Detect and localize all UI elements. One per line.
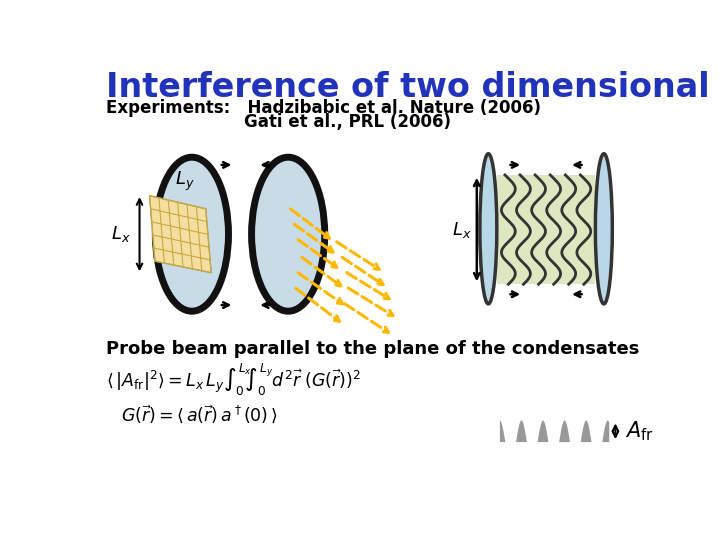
Text: $\langle\,|A_{\rm fr}|^2\rangle = L_x\,L_y\int_0^{L_x}\!\!\int_0^{L_y} d^2\vec{r: $\langle\,|A_{\rm fr}|^2\rangle = L_x\,L… (106, 362, 360, 398)
Bar (497, 175, 595, 284)
Ellipse shape (595, 154, 612, 304)
Ellipse shape (251, 157, 325, 311)
Ellipse shape (156, 157, 228, 311)
Text: Experiments:   Hadzibabic et al. Nature (2006): Experiments: Hadzibabic et al. Nature (2… (106, 99, 541, 117)
Text: $G(\vec{r}) = \langle\, a(\vec{r})\,a^\dagger(0)\,\rangle$: $G(\vec{r}) = \langle\, a(\vec{r})\,a^\d… (121, 403, 278, 426)
Text: $A_{\rm fr}$: $A_{\rm fr}$ (625, 420, 653, 443)
Text: Interference of two dimensional condensates: Interference of two dimensional condensa… (106, 71, 720, 104)
Polygon shape (150, 195, 211, 273)
Text: Gati et al., PRL (2006): Gati et al., PRL (2006) (106, 112, 451, 131)
Text: $L_y$: $L_y$ (175, 170, 194, 193)
Text: $L_x$: $L_x$ (111, 224, 130, 244)
Text: Probe beam parallel to the plane of the condensates: Probe beam parallel to the plane of the … (106, 340, 639, 359)
Ellipse shape (480, 154, 497, 304)
Polygon shape (500, 421, 609, 442)
Text: $L_x$: $L_x$ (452, 220, 472, 240)
